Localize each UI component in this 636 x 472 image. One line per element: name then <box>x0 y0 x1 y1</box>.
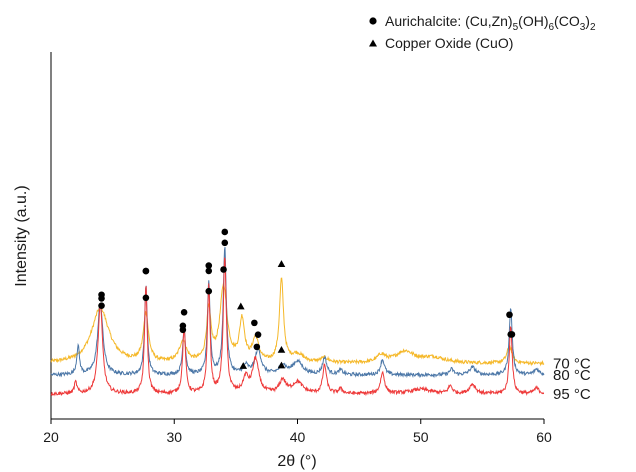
aurichalcite-peak-marker <box>508 331 516 338</box>
aurichalcite-peak-marker <box>205 262 213 269</box>
cuo-peak-marker <box>277 361 286 369</box>
legend-triangle-marker-icon <box>369 39 377 47</box>
series-layer <box>50 247 545 397</box>
aurichalcite-peak-marker <box>253 343 261 351</box>
aurichalcite-peak-marker <box>205 267 213 275</box>
series-line <box>50 257 545 397</box>
aurichalcite-peak-marker <box>251 319 258 327</box>
x-tick-label: 60 <box>536 429 552 445</box>
x-tick-label: 20 <box>43 429 59 445</box>
cuo-peak-marker <box>237 302 245 310</box>
aurichalcite-peak-marker <box>221 228 229 236</box>
marker-layer <box>98 228 516 369</box>
aurichalcite-peak-marker <box>180 308 188 316</box>
x-axis-label: 2θ (°) <box>277 453 316 470</box>
aurichalcite-peak-marker <box>221 239 229 247</box>
x-tick-label: 30 <box>166 429 182 445</box>
aurichalcite-peak-marker <box>179 326 187 334</box>
x-ticks: 20 30 40 50 60 <box>43 419 552 445</box>
legend-entry-cuo: Copper Oxide (CuO) <box>369 35 513 51</box>
y-axis-label: Intensity (a.u.) <box>13 185 30 286</box>
legend-entry-aurichalcite: Aurichalcite: (Cu,Zn)5(OH)6(CO3)2 <box>369 13 596 33</box>
aurichalcite-peak-marker <box>506 311 513 319</box>
cuo-peak-marker <box>277 345 286 353</box>
temperature-labels: 70 °C80 °C 95 °C <box>553 356 591 403</box>
aurichalcite-peak-marker <box>205 287 213 295</box>
aurichalcite-peak-marker <box>142 294 150 302</box>
series-line <box>50 277 545 367</box>
cuo-peak-marker <box>277 260 286 267</box>
series-label: 95 °C <box>553 386 591 403</box>
legend-label-cuo: Copper Oxide (CuO) <box>385 35 513 51</box>
legend: Aurichalcite: (Cu,Zn)5(OH)6(CO3)2 Copper… <box>369 13 596 51</box>
legend-label-aurichalcite: Aurichalcite: (Cu,Zn)5(OH)6(CO3)2 <box>385 13 596 33</box>
series-line <box>50 247 545 379</box>
aurichalcite-peak-marker <box>142 267 150 275</box>
aurichalcite-peak-marker <box>254 331 262 338</box>
legend-circle-marker-icon <box>369 17 377 25</box>
series-label: 70 °C <box>553 356 591 373</box>
cuo-peak-marker <box>239 362 248 369</box>
aurichalcite-peak-marker <box>220 266 227 273</box>
series-label: 80 °C <box>553 367 591 384</box>
aurichalcite-peak-marker <box>98 302 105 309</box>
aurichalcite-peak-marker <box>98 295 105 302</box>
x-tick-label: 40 <box>290 429 306 445</box>
x-tick-label: 50 <box>413 429 429 445</box>
